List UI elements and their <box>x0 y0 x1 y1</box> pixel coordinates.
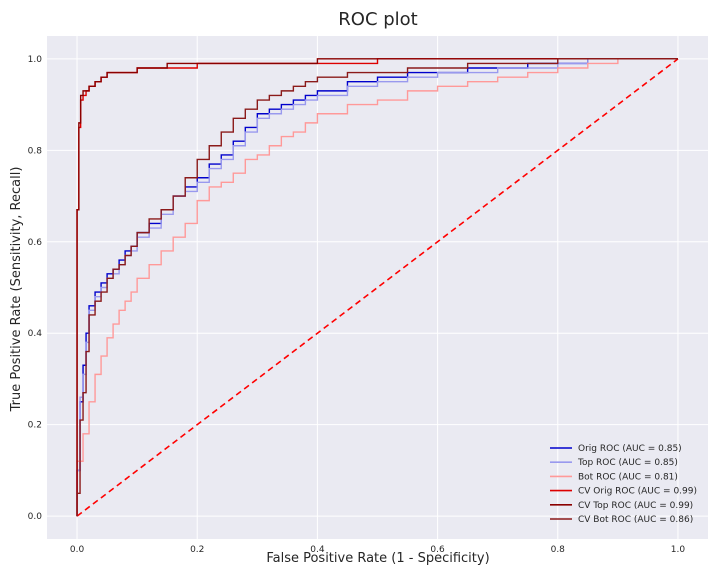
series-line-4 <box>76 58 678 517</box>
x-tick-label: 0.6 <box>430 545 445 555</box>
x-axis-label: False Positive Rate (1 - Specificity) <box>266 551 489 566</box>
series-line-2 <box>76 58 678 517</box>
legend-label: CV Top ROC (AUC = 0.99) <box>578 501 693 511</box>
y-tick-label: 0.2 <box>28 421 42 431</box>
chart-title: ROC plot <box>338 9 417 30</box>
legend-label: Orig ROC (AUC = 0.85) <box>578 444 682 454</box>
x-tick-label: 0.8 <box>551 545 566 555</box>
axis-ticks: 0.0 0.2 0.4 0.6 0.8 1.0 0.0 0.2 0.4 0.6 0.8 1.0 <box>28 55 686 555</box>
diagonal-line <box>76 58 679 517</box>
x-tick-label: 0.4 <box>310 545 325 555</box>
y-tick-label: 0.6 <box>28 238 43 248</box>
y-tick-label: 0.0 <box>28 512 43 522</box>
legend: Orig ROC (AUC = 0.85) Top ROC (AUC = 0.85… <box>550 444 697 525</box>
y-tick-label: 1.0 <box>28 55 43 65</box>
diagonal-reference <box>76 58 679 517</box>
y-tick-label: 0.4 <box>28 329 43 339</box>
legend-label: CV Orig ROC (AUC = 0.99) <box>578 487 697 497</box>
legend-label: Top ROC (AUC = 0.85) <box>577 458 678 468</box>
x-tick-label: 0.2 <box>190 545 204 555</box>
x-tick-label: 1.0 <box>671 545 686 555</box>
y-tick-label: 0.8 <box>28 146 43 156</box>
roc-series <box>76 58 678 517</box>
series-line-5 <box>76 58 678 517</box>
x-tick-label: 0.0 <box>70 545 85 555</box>
legend-label: Bot ROC (AUC = 0.81) <box>578 472 678 482</box>
y-axis-label: True Positive Rate (Sensitivity, Recall) <box>9 167 24 413</box>
legend-label: CV Bot ROC (AUC = 0.86) <box>578 515 693 525</box>
